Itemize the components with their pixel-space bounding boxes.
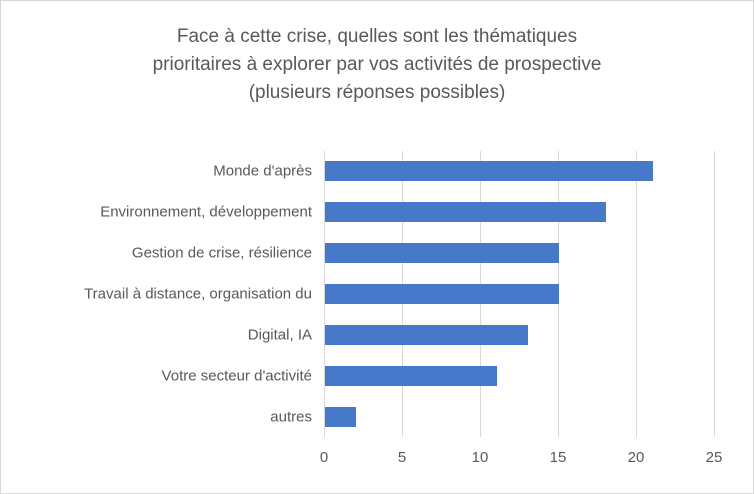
- x-axis-tick-label: 20: [627, 449, 645, 466]
- category-axis-label: Environnement, développement: [100, 203, 312, 221]
- x-axis-tick-label: 0: [319, 449, 329, 466]
- bar: [325, 161, 653, 181]
- category-axis-label: Travail à distance, organisation du: [84, 285, 312, 303]
- category-axis-label: Gestion de crise, résilience: [131, 244, 312, 262]
- category-axis-label: Monde d'après: [213, 162, 312, 180]
- x-axis-tick-label: 15: [549, 449, 567, 466]
- gridline: [636, 151, 637, 437]
- gridline: [324, 151, 325, 437]
- x-axis-tick-label: 10: [471, 449, 489, 466]
- gridline: [714, 151, 715, 437]
- chart-title-line: (plusieurs réponses possibles): [248, 82, 506, 103]
- category-axis-label: Digital, IA: [247, 326, 312, 344]
- bar: [325, 366, 497, 386]
- x-axis-tick-label: 5: [397, 449, 407, 466]
- bar: [325, 325, 528, 345]
- plot-area: [324, 151, 715, 437]
- bar: [325, 407, 356, 427]
- chart-title: Face à cette crise, quelles sont les thé…: [1, 23, 753, 107]
- category-axis-label: Votre secteur d'activité: [161, 367, 312, 385]
- x-axis-tick-label: 25: [705, 449, 723, 466]
- bar: [325, 284, 559, 304]
- chart-title-line: prioritaires à explorer par vos activité…: [152, 54, 602, 75]
- chart-title-line: Face à cette crise, quelles sont les thé…: [176, 26, 578, 47]
- category-axis-label: autres: [270, 408, 312, 426]
- bar: [325, 202, 606, 222]
- bar: [325, 243, 559, 263]
